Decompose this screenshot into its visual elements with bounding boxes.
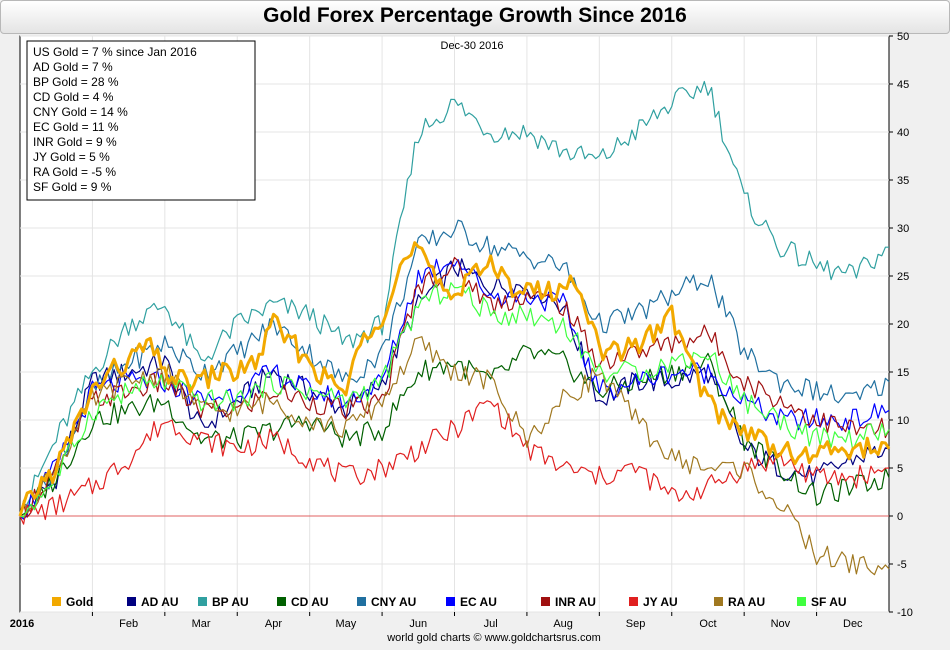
- stats-line: US Gold = 7 % since Jan 2016: [33, 45, 197, 59]
- x-tick-label: Nov: [771, 618, 791, 630]
- x-tick-label: Jul: [484, 618, 498, 630]
- legend-label: Gold: [66, 595, 93, 609]
- y-tick-label: 45: [897, 79, 909, 91]
- legend-swatch: [277, 597, 286, 606]
- stats-line: CNY Gold = 14 %: [33, 105, 128, 119]
- y-tick-label: 10: [897, 415, 909, 427]
- series-line-inr-au: [19, 256, 890, 518]
- y-tick-label: 35: [897, 175, 909, 187]
- stats-line: INR Gold = 9 %: [33, 135, 117, 149]
- chart-title: Gold Forex Percentage Growth Since 2016: [263, 4, 687, 27]
- legend-swatch: [198, 597, 207, 606]
- stats-line: EC Gold = 11 %: [33, 120, 119, 134]
- y-tick-label: 5: [897, 463, 903, 475]
- date-label: Dec-30 2016: [441, 40, 504, 52]
- legend-swatch: [52, 597, 61, 606]
- title-bar: [0, 0, 950, 34]
- x-tick-label: Jun: [409, 618, 427, 630]
- legend-swatch: [357, 597, 366, 606]
- legend-label: CD AU: [291, 595, 329, 609]
- stats-line: JY Gold = 5 %: [33, 150, 110, 164]
- x-tick-label: Apr: [265, 618, 282, 630]
- y-tick-label: 0: [897, 511, 903, 523]
- x-tick-label: Dec: [843, 618, 863, 630]
- legend-swatch: [714, 597, 723, 606]
- series-line-gold: [18, 241, 891, 517]
- x-year-label: 2016: [10, 618, 34, 630]
- legend-swatch: [446, 597, 455, 606]
- x-tick-label: May: [335, 618, 356, 630]
- series-line-bp-au: [19, 80, 889, 519]
- legend-label: AD AU: [141, 595, 179, 609]
- stats-line: SF Gold = 9 %: [33, 180, 112, 194]
- credit-text: world gold charts © www.goldchartsrus.co…: [386, 632, 601, 644]
- legend-label: JY AU: [643, 595, 678, 609]
- legend-label: SF AU: [811, 595, 847, 609]
- series-line-jy-au: [19, 400, 890, 525]
- y-tick-label: 40: [897, 127, 909, 139]
- legend-swatch: [797, 597, 806, 606]
- y-tick-label: 15: [897, 367, 909, 379]
- legend-label: BP AU: [212, 595, 249, 609]
- y-tick-label: -10: [897, 607, 913, 619]
- legend-swatch: [127, 597, 136, 606]
- legend-label: EC AU: [460, 595, 497, 609]
- stats-line: CD Gold = 4 %: [33, 90, 114, 104]
- y-tick-label: 25: [897, 271, 909, 283]
- series-line-ad-au: [19, 258, 890, 517]
- y-tick-label: 50: [897, 31, 909, 43]
- x-tick-label: Feb: [119, 618, 138, 630]
- series-line-cny-au: [19, 219, 890, 517]
- legend-swatch: [629, 597, 638, 606]
- series-line-ra-au: [19, 336, 890, 576]
- x-tick-label: Mar: [192, 618, 211, 630]
- legend-label: RA AU: [728, 595, 765, 609]
- legend-label: INR AU: [555, 595, 596, 609]
- x-tick-label: Sep: [626, 618, 646, 630]
- legend-swatch: [541, 597, 550, 606]
- y-tick-label: -5: [897, 559, 907, 571]
- legend-label: CNY AU: [371, 595, 416, 609]
- x-tick-label: Aug: [553, 618, 573, 630]
- stats-line: AD Gold = 7 %: [33, 60, 113, 74]
- stats-line: RA Gold = -5 %: [33, 165, 116, 179]
- x-tick-label: Oct: [699, 618, 716, 630]
- y-tick-label: 30: [897, 223, 909, 235]
- stats-line: BP Gold = 28 %: [33, 75, 119, 89]
- series-line-sf-au: [19, 282, 890, 518]
- stats-box: [26, 40, 256, 201]
- y-tick-label: 20: [897, 319, 909, 331]
